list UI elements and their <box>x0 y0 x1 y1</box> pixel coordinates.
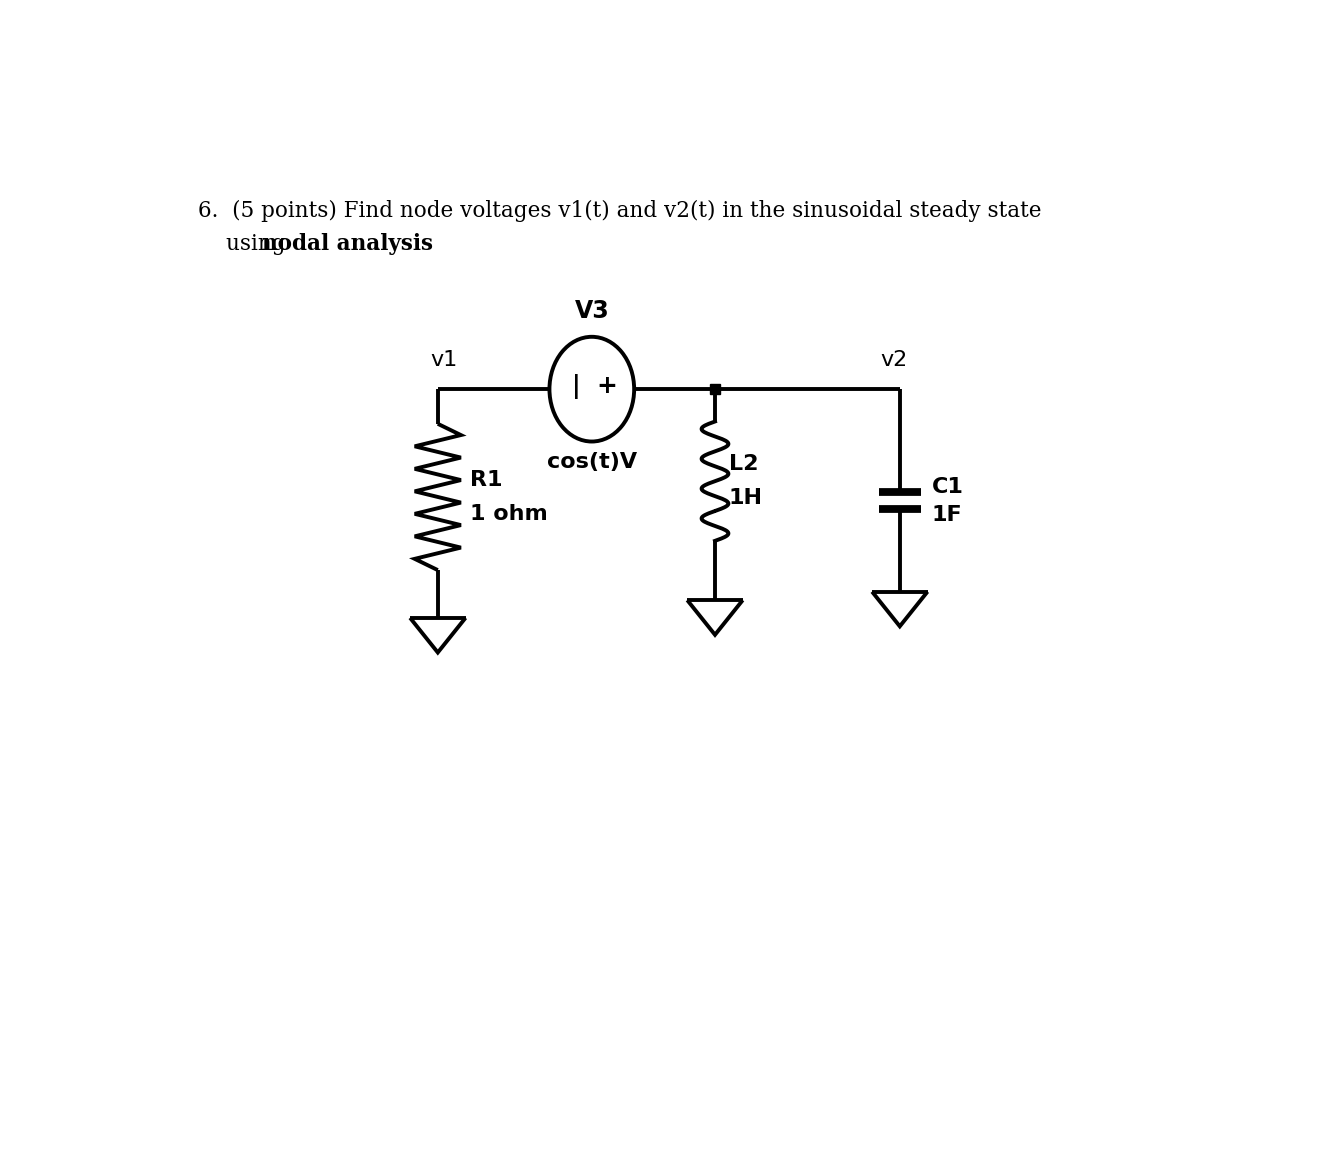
Text: v1: v1 <box>430 350 458 370</box>
Text: C1: C1 <box>932 477 964 497</box>
Text: using: using <box>226 234 293 255</box>
Text: .: . <box>374 234 380 255</box>
Text: 1 ohm: 1 ohm <box>470 504 548 524</box>
Text: v2: v2 <box>880 350 907 370</box>
Text: nodal analysis: nodal analysis <box>263 234 433 255</box>
Polygon shape <box>710 384 719 395</box>
Text: cos(t)V: cos(t)V <box>546 453 636 473</box>
Text: 6.  (5 points) Find node voltages v1(t) and v2(t) in the sinusoidal steady state: 6. (5 points) Find node voltages v1(t) a… <box>198 199 1041 221</box>
Text: R1: R1 <box>470 470 503 490</box>
Text: V3: V3 <box>574 299 609 322</box>
Text: 1H: 1H <box>729 488 763 509</box>
Text: +: + <box>597 374 616 398</box>
Text: |: | <box>572 374 581 398</box>
Text: 1F: 1F <box>932 505 962 525</box>
Text: L2: L2 <box>729 454 759 474</box>
